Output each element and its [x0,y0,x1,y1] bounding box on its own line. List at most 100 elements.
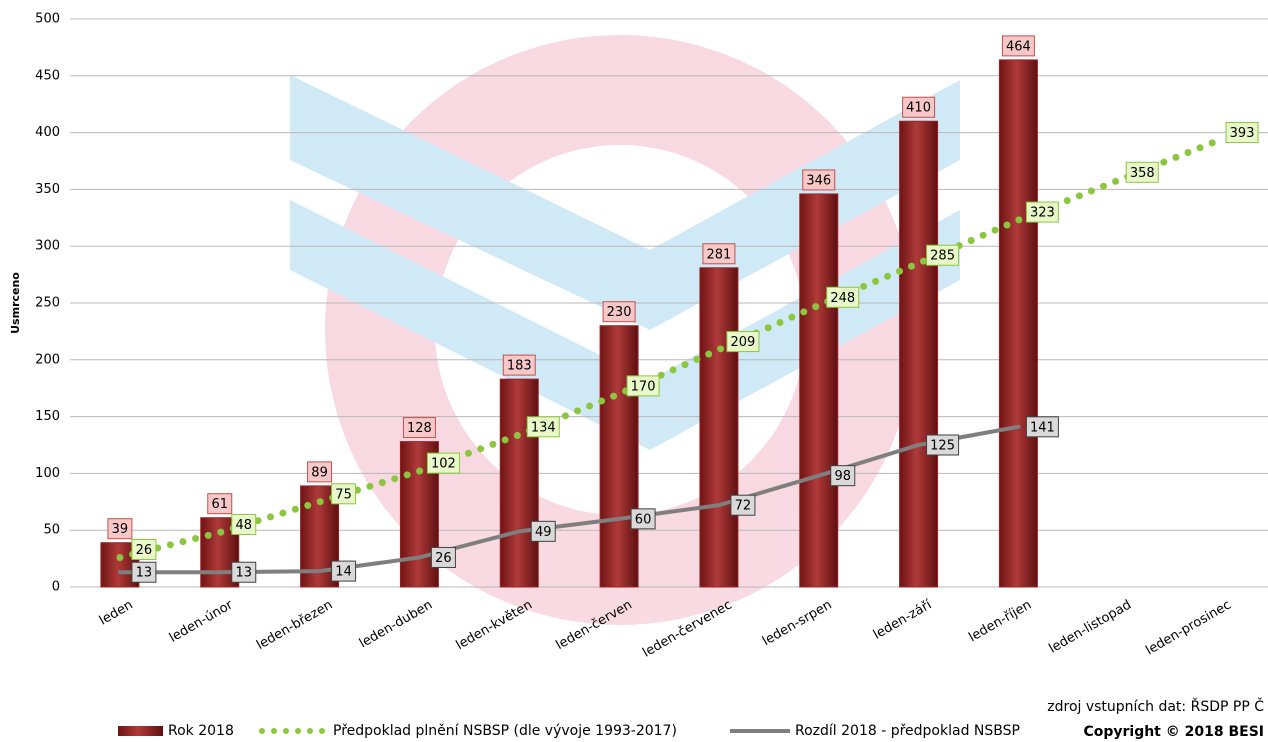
label-box [926,244,960,266]
data-label: 72 [730,494,756,516]
data-label: 410 [902,96,936,118]
data-label: 89 [307,461,333,483]
label-box [902,96,936,118]
data-label: 48 [231,513,257,535]
data-label: 464 [1001,35,1035,57]
y-tick-label: 150 [35,409,60,424]
label-box [131,538,157,560]
value-label: 170 [631,379,656,394]
data-label: 128 [402,417,436,439]
label-box [802,169,836,191]
label-box [502,354,536,376]
data-label: 346 [802,169,836,191]
label-box [926,434,960,456]
data-label: 60 [630,508,656,530]
value-label: 49 [535,525,552,540]
y-tick-label: 400 [35,125,60,140]
source-note: zdroj vstupních dat: ŘSDP PP Č [1047,697,1264,715]
data-label: 209 [726,331,760,353]
label-box [331,483,357,505]
value-label: 60 [635,512,652,527]
value-label: 61 [211,497,228,512]
data-label: 14 [331,560,357,582]
y-tick-label: 100 [35,466,60,481]
data-label: 49 [530,520,556,542]
y-tick-label: 0 [52,580,60,595]
data-label: 141 [1025,416,1059,438]
label-box [131,561,157,583]
label-box [602,301,636,323]
value-label: 14 [335,565,352,580]
label-box [830,465,856,487]
x-tick-label: leden-únor [167,597,236,646]
data-label: 13 [231,561,257,583]
value-label: 128 [407,421,432,436]
x-tick-label: leden-duben [357,598,435,652]
data-label: 13 [131,561,157,583]
label-box [630,508,656,530]
value-label: 13 [235,566,252,581]
value-label: 75 [335,487,352,502]
label-box [426,452,460,474]
data-label: 170 [626,375,660,397]
value-label: 393 [1230,126,1255,141]
label-box [626,375,660,397]
value-label: 358 [1130,166,1155,181]
label-box [1125,161,1159,183]
data-label: 248 [826,286,860,308]
x-tick-label: leden-březen [254,598,335,654]
bar [599,325,639,588]
bar [899,120,939,588]
data-label: 183 [502,354,536,376]
y-axis-label: Usmrceno [9,272,22,334]
label-box [1001,35,1035,57]
y-tick-label: 300 [35,239,60,254]
data-label: 75 [331,483,357,505]
value-label: 141 [1030,420,1055,435]
legend-label: Předpoklad plnění NSBSP (dle vývoje 1993… [333,723,677,739]
data-label: 26 [131,538,157,560]
x-tick-label: leden-září [871,597,935,642]
data-label: 323 [1025,201,1059,223]
value-label: 13 [136,566,153,581]
label-box [730,494,756,516]
value-label: 89 [311,465,328,480]
legend-label: Rozdíl 2018 - předpoklad NSBSP [795,723,1020,739]
value-label: 48 [235,518,252,533]
label-box [1025,416,1059,438]
value-label: 464 [1006,39,1031,54]
value-label: 323 [1030,206,1055,221]
label-box [307,461,333,483]
bar [799,193,839,588]
label-box [1225,122,1259,144]
label-box [207,493,233,515]
label-box [107,518,133,540]
value-label: 281 [707,247,732,262]
label-box [1025,201,1059,223]
label-box [826,286,860,308]
bar [998,59,1038,588]
label-box [726,331,760,353]
label-box [430,546,456,568]
label-box [231,513,257,535]
x-tick-label: leden-listopad [1047,598,1134,657]
x-tick-label: leden-říjen [966,598,1034,646]
y-tick-label: 350 [35,182,60,197]
value-label: 285 [930,249,955,264]
y-tick-label: 50 [43,523,60,538]
value-label: 183 [507,359,532,374]
bar [499,378,539,588]
value-label: 26 [435,551,452,566]
label-box [331,560,357,582]
data-label: 285 [926,244,960,266]
value-label: 248 [830,291,855,306]
data-label: 61 [207,493,233,515]
legend-swatch [118,726,163,736]
value-label: 125 [930,439,955,454]
copyright: Copyright © 2018 BESI [1083,724,1264,740]
label-box [231,561,257,583]
value-label: 26 [136,543,153,558]
x-tick-label: leden-květen [454,598,535,654]
data-label: 230 [602,301,636,323]
